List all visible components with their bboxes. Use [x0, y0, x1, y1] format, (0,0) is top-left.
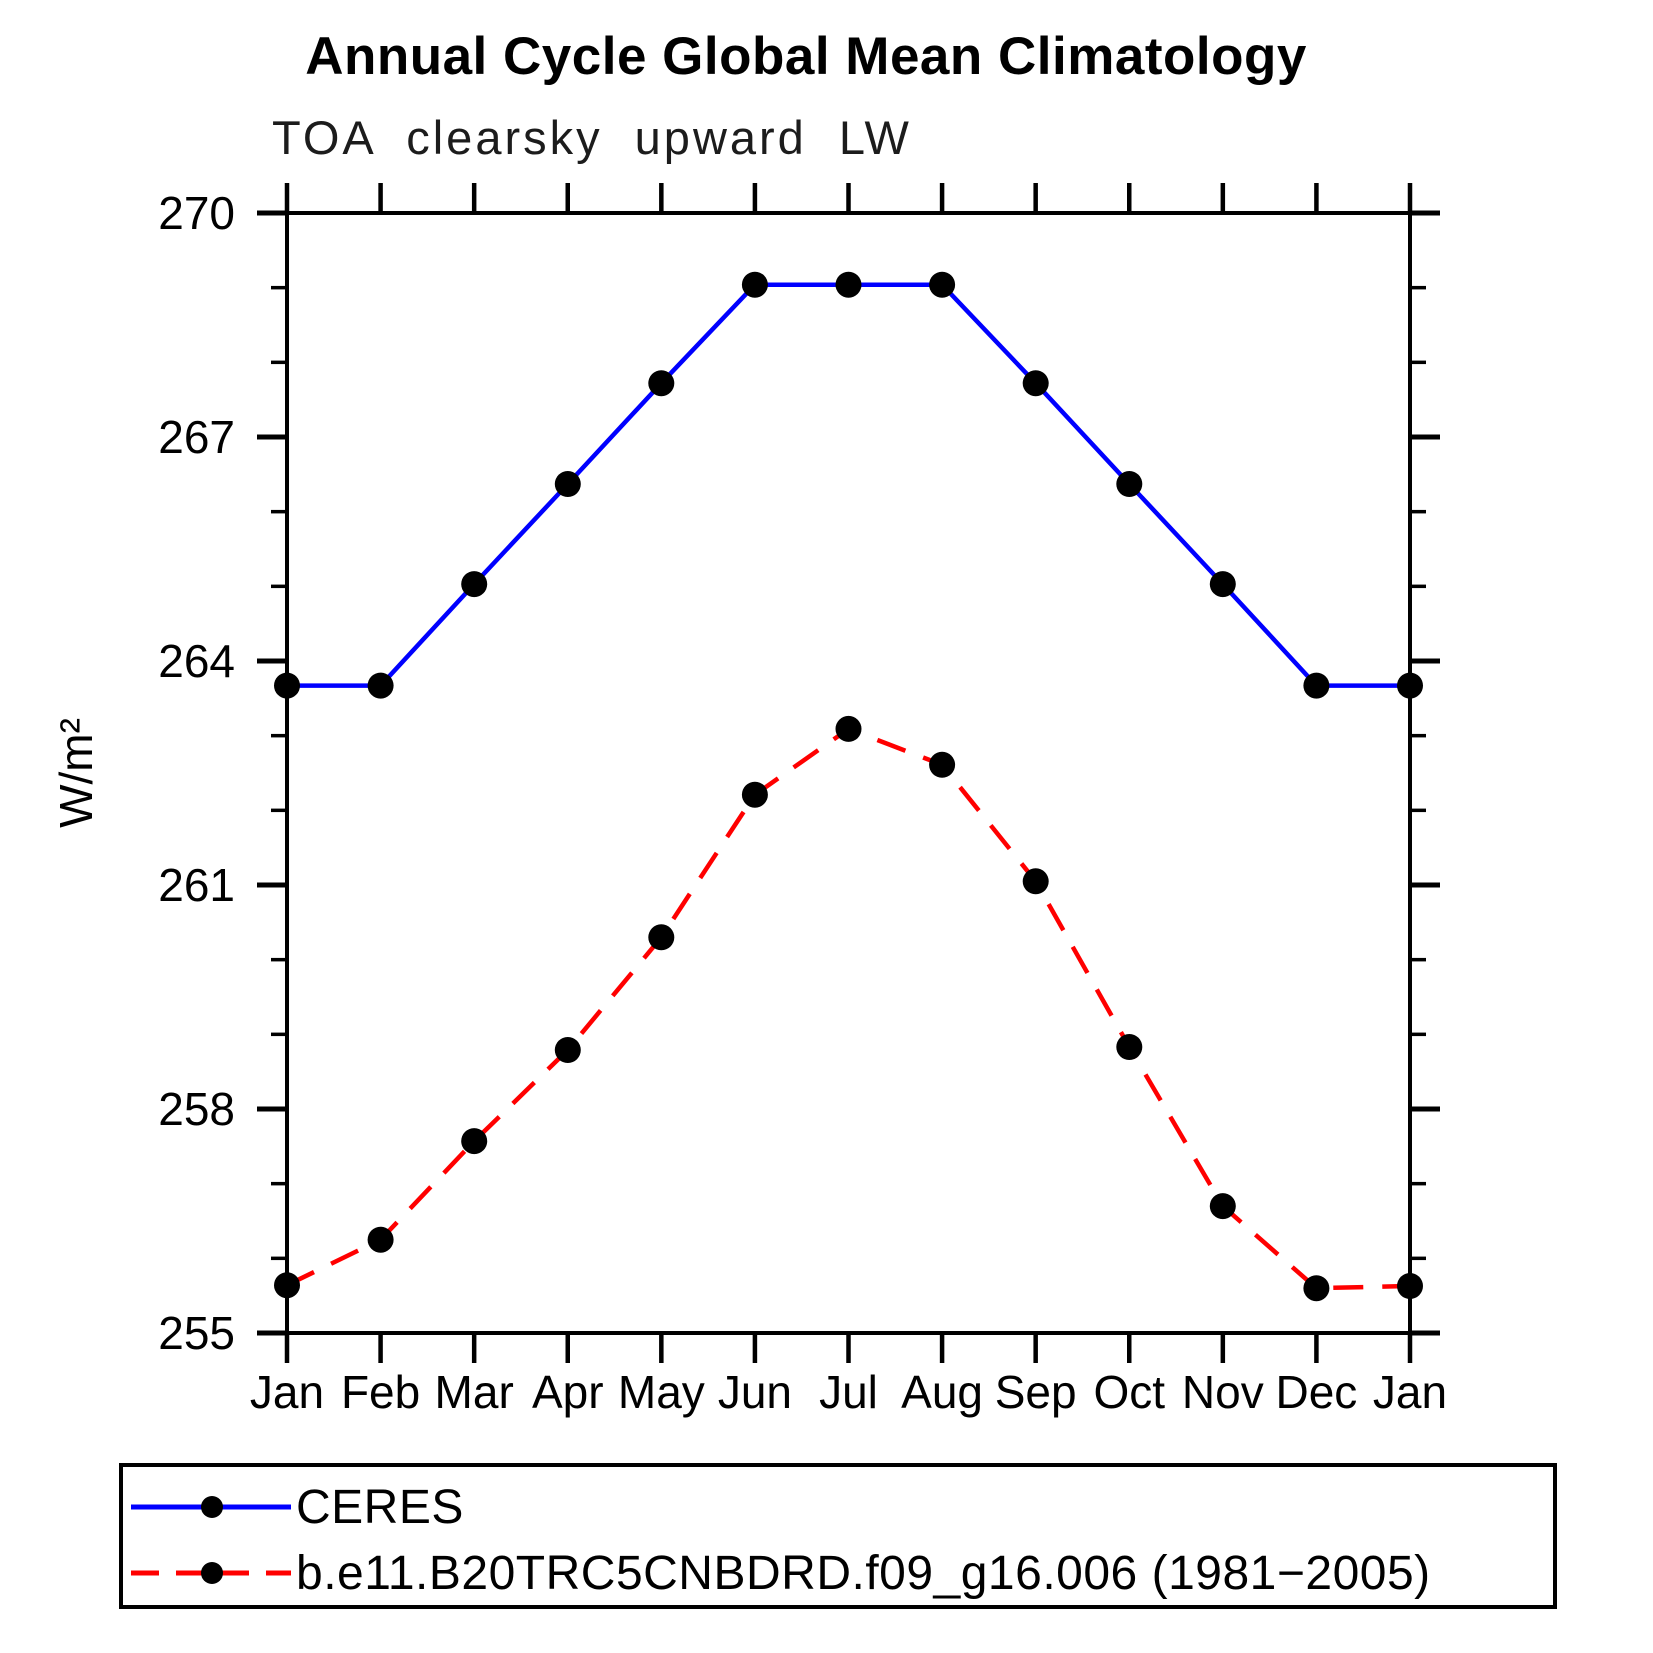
data-point-marker: [554, 1037, 581, 1063]
data-point-marker: [741, 781, 768, 808]
data-point-marker: [1116, 1034, 1143, 1060]
plot-frame: [285, 211, 1412, 1335]
data-point-marker: [648, 370, 675, 397]
data-point-marker: [1116, 471, 1143, 497]
x-axis-tick-label: May: [618, 1366, 705, 1418]
x-axis-tick-label: Jan: [250, 1366, 324, 1418]
data-point-marker: [741, 271, 768, 298]
legend-item-model: b.e11.B20TRC5CNBDRD.f09_g16.006 (1981−20…: [131, 1546, 1431, 1600]
legend-marker-dot: [201, 1562, 223, 1584]
legend-box: CERES b.e11.B20TRC5CNBDRD.f09_g16.006 (1…: [119, 1463, 1557, 1609]
y-axis-tick-label: 258: [158, 1083, 235, 1135]
legend-label-ceres: CERES: [296, 1480, 464, 1534]
x-axis-tick-label: Oct: [1093, 1366, 1165, 1418]
y-axis-tick-label: 255: [158, 1307, 235, 1359]
x-axis-tick-label: Feb: [341, 1366, 420, 1418]
data-point-marker: [1209, 1193, 1236, 1220]
data-point-marker: [1303, 1275, 1330, 1302]
x-axis-tick-label: Jul: [819, 1366, 878, 1418]
legend-swatch-solid-line: [131, 1496, 291, 1518]
x-axis-tick-label: Nov: [1182, 1366, 1264, 1418]
data-point-marker: [1397, 672, 1423, 699]
data-point-marker: [1022, 370, 1049, 397]
x-axis-tick-label: Aug: [901, 1366, 983, 1418]
y-axis-title: W/m²: [50, 718, 102, 828]
x-axis-tick-label: Jun: [718, 1366, 792, 1418]
y-axis-tick-label: 264: [158, 635, 235, 687]
legend-item-ceres: CERES: [131, 1480, 464, 1534]
y-axis-tick-label: 267: [158, 411, 235, 463]
plot-area: 255 258 261 264 267 270 Jan Feb Mar Apr May Jun Jul A…: [50, 183, 1447, 1418]
data-point-marker: [835, 715, 862, 742]
data-point-marker: [461, 1128, 488, 1155]
legend-marker-dot: [201, 1496, 223, 1518]
data-point-marker: [1209, 571, 1236, 598]
chart-subtitle: TOA clearsky upward LW: [272, 111, 912, 164]
series-line-1: [286, 726, 1411, 1291]
x-axis-tick-label: Sep: [995, 1366, 1077, 1418]
data-point-marker: [929, 271, 956, 298]
data-point-marker: [1303, 672, 1330, 699]
series-line-0: [287, 282, 1410, 688]
data-point-marker: [274, 1272, 300, 1299]
data-point-marker: [461, 571, 488, 598]
x-axis-tick-label: Jan: [1373, 1366, 1447, 1418]
data-point-marker: [929, 751, 956, 778]
x-axis-tick-label: Apr: [532, 1366, 604, 1418]
y-axis-tick-label: 261: [158, 859, 235, 911]
legend-swatch-dashed-line: [131, 1562, 291, 1584]
x-axis-tick-label: Mar: [435, 1366, 514, 1418]
data-point-marker: [1397, 1273, 1423, 1299]
data-point-marker: [1022, 868, 1049, 895]
x-axis-tick-label: Dec: [1276, 1366, 1358, 1418]
data-point-marker: [554, 471, 581, 497]
legend-label-model: b.e11.B20TRC5CNBDRD.f09_g16.006 (1981−20…: [296, 1546, 1431, 1600]
data-point-marker: [274, 672, 300, 699]
data-point-marker: [367, 672, 394, 699]
data-point-marker: [648, 924, 675, 951]
y-axis-tick-label: 270: [158, 187, 235, 239]
chart-title: Annual Cycle Global Mean Climatology: [305, 27, 1307, 86]
data-point-marker: [835, 271, 862, 298]
data-point-marker: [367, 1226, 394, 1253]
